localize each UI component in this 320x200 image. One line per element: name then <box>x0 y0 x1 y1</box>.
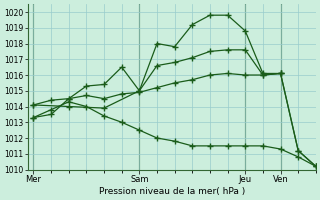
X-axis label: Pression niveau de la mer( hPa ): Pression niveau de la mer( hPa ) <box>99 187 245 196</box>
